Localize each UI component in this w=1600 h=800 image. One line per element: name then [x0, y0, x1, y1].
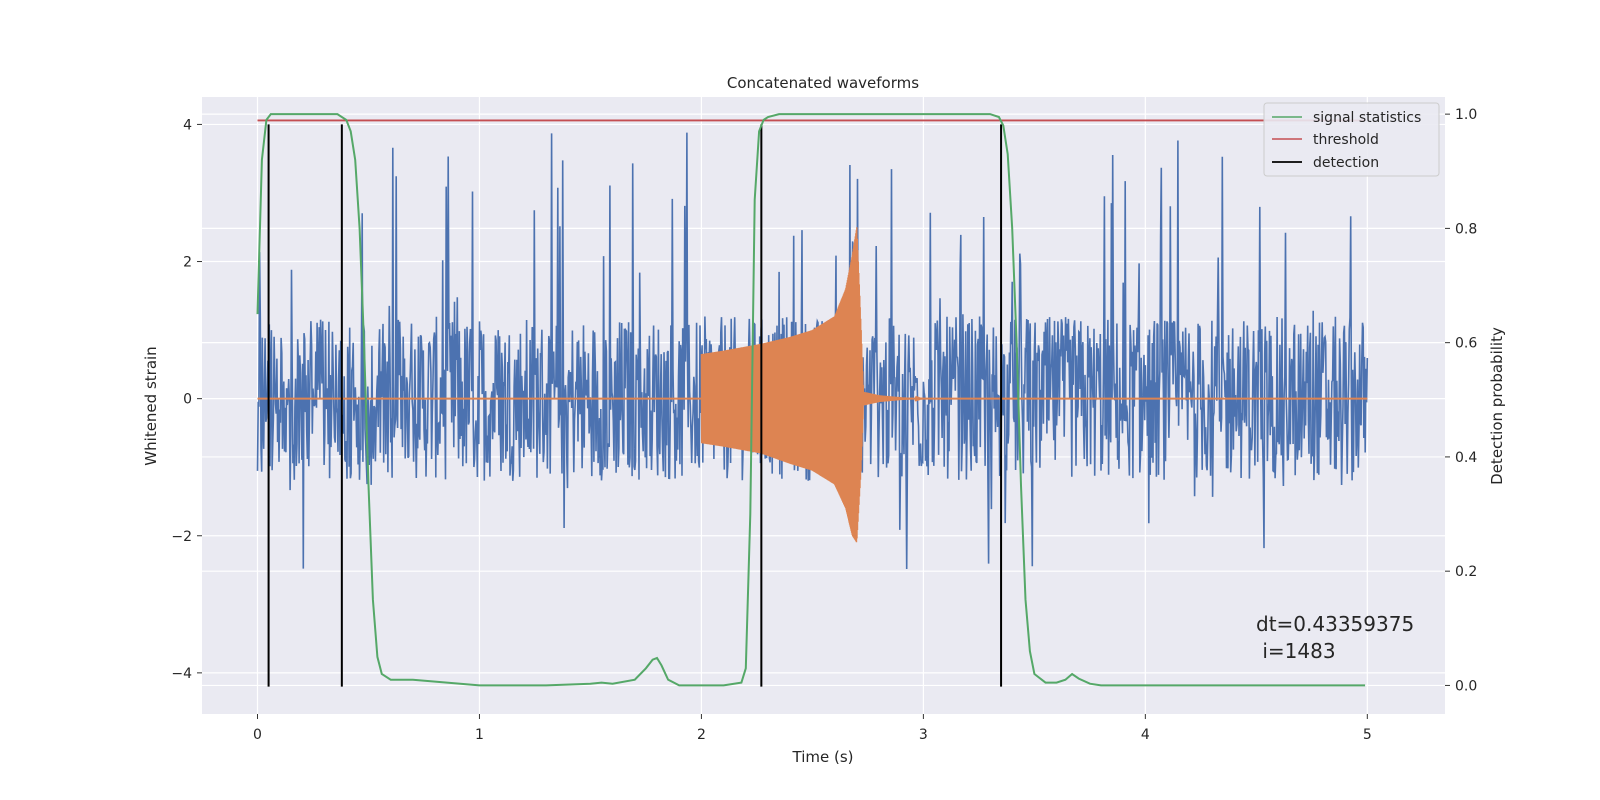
axes: 0 1 2 3 4 5 −4 −2 0 2 4 0.0 0.2 0.4 0.6 0.8 1.0: [171, 107, 1477, 743]
x-tick-label: 3: [919, 727, 928, 743]
y-tick-label-left: −4: [171, 666, 192, 682]
legend: signal statistics threshold detection: [1263, 102, 1440, 177]
legend-label-statistics: signal statistics: [1313, 110, 1421, 126]
y-axis-label-right: Detection probability: [1488, 327, 1506, 485]
x-tick-label: 5: [1363, 727, 1372, 743]
annotation-dt: dt=0.43359375: [1256, 612, 1414, 636]
legend-label-threshold: threshold: [1313, 132, 1379, 148]
x-tick-label: 1: [475, 727, 484, 743]
y-tick-label-right: 0.6: [1455, 336, 1477, 352]
x-axis-label: Time (s): [792, 748, 854, 766]
y-tick-label-left: −2: [171, 529, 192, 545]
x-tick-label: 4: [1141, 727, 1150, 743]
y-tick-label-left: 2: [183, 255, 192, 271]
chart-title: Concatenated waveforms: [727, 74, 919, 92]
signal-line: [700, 227, 924, 543]
y-tick-label-right: 1.0: [1455, 107, 1477, 123]
statistics-series: [256, 113, 1366, 687]
statistics-line: [256, 113, 1366, 687]
y-axis-label-left: Whitened strain: [142, 346, 160, 465]
annotation-i: i=1483: [1256, 639, 1336, 663]
detection-series: [267, 124, 1003, 687]
y-tick-label-right: 0.8: [1455, 221, 1477, 237]
legend-box: [1263, 102, 1440, 177]
x-tick-label: 0: [253, 727, 262, 743]
y-tick-label-left: 0: [183, 392, 192, 408]
y-tick-label-right: 0.0: [1455, 678, 1477, 694]
x-tick-label: 2: [697, 727, 706, 743]
y-tick-label-right: 0.4: [1455, 450, 1477, 466]
y-tick-label-right: 0.2: [1455, 564, 1477, 580]
legend-label-detection: detection: [1313, 155, 1379, 171]
signal-series: [257, 227, 1368, 543]
y-tick-label-left: 4: [183, 117, 192, 133]
